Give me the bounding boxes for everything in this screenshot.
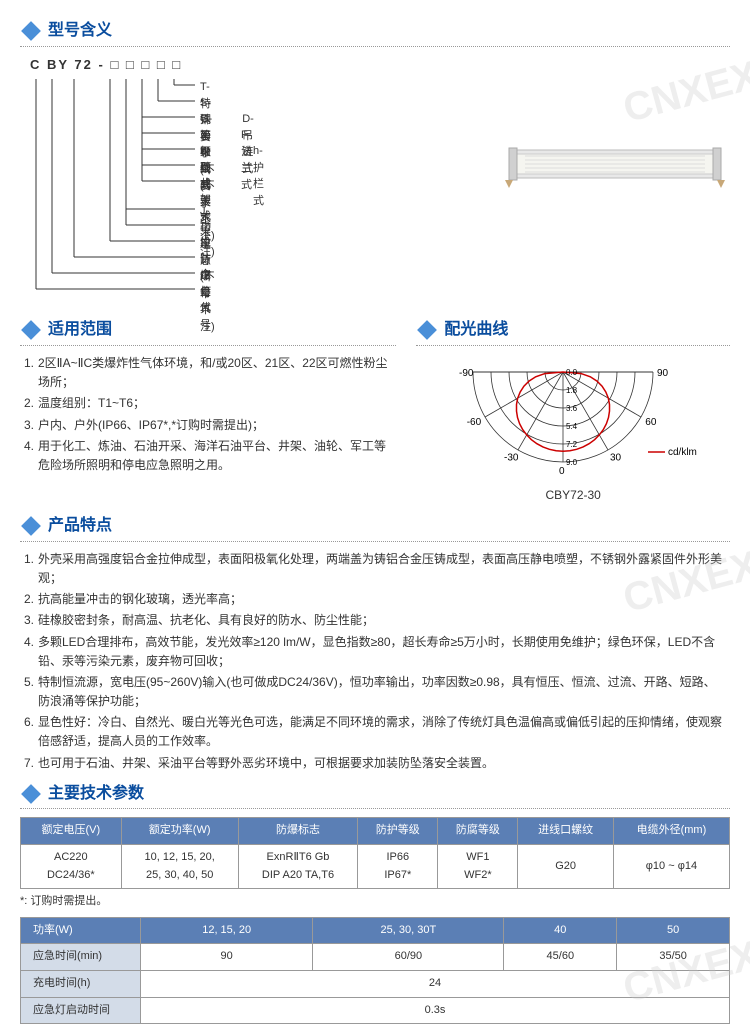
polar-caption: CBY72-30 xyxy=(416,486,730,505)
svg-text:cd/klm: cd/klm xyxy=(668,447,697,458)
table-cell: 充电时间(h) xyxy=(21,970,141,997)
section-title: 配光曲线 xyxy=(444,317,508,343)
table-cell: AC220DC24/36* xyxy=(21,845,122,889)
polar-chart: -90 -60 -30 0 30 60 90 0.0 1.8 3.6 5.4 7.2 9.0 cd/klm… xyxy=(416,354,730,505)
table-header: 40 xyxy=(504,917,617,944)
svg-text:30: 30 xyxy=(610,452,622,463)
list-item: 4.多颗LED合理排布，高效节能，发光效率≥120 lm/W，显色指数≥80，超… xyxy=(24,633,726,671)
table-note: *: 订购时需提出。 xyxy=(20,893,730,911)
section-title: 适用范围 xyxy=(48,317,112,343)
diamond-icon xyxy=(21,320,41,340)
diamond-icon xyxy=(21,516,41,536)
table-header: 12, 15, 20 xyxy=(141,917,313,944)
diamond-icon xyxy=(21,21,41,41)
list-item: 4.用于化工、炼油、石油开采、海洋石油平台、井架、油轮、军工等危险场所照明和停电… xyxy=(24,437,392,475)
table-cell: 45/60 xyxy=(504,944,617,971)
svg-text:0: 0 xyxy=(559,466,565,477)
list-item: 3.硅橡胶密封条，耐高温、抗老化、具有良好的防水、防尘性能； xyxy=(24,611,726,630)
svg-text:5.4: 5.4 xyxy=(566,422,578,431)
table-cell: 24 xyxy=(141,970,730,997)
model-code-text: C BY 72 - □ □ □ □ □ xyxy=(20,55,480,76)
table-cell: IP66IP67* xyxy=(358,845,438,889)
table-cell: 90 xyxy=(141,944,313,971)
svg-text:0.0: 0.0 xyxy=(566,368,578,377)
model-code-diagram: C BY 72 - □ □ □ □ □ xyxy=(20,55,480,310)
list-item: 7.也可用于石油、井架、采油平台等野外恶劣环境中，可根据要求加装防坠落安全装置。 xyxy=(24,754,726,773)
table-header: 防护等级 xyxy=(358,818,438,845)
section-title: 主要技术参数 xyxy=(48,781,144,807)
list-item: 5.特制恒流源，宽电压(95~260V)输入(也可做成DC24/36V)，恒功率… xyxy=(24,673,726,711)
table-header: 电缆外径(mm) xyxy=(613,818,729,845)
table-header: 50 xyxy=(617,917,730,944)
table-cell: 0.3s xyxy=(141,997,730,1024)
list-item: 2.抗高能量冲击的钢化玻璃，透光率高； xyxy=(24,590,726,609)
list-item: 3.户内、户外(IP66、IP67*,*订购时需提出)； xyxy=(24,416,392,435)
list-item: 1.2区ⅡA~ⅡC类爆炸性气体环境，和/或20区、21区、22区可燃性粉尘场所； xyxy=(24,354,392,392)
table-cell: G20 xyxy=(518,845,614,889)
product-image xyxy=(500,115,730,215)
section-header-features: 产品特点 xyxy=(20,513,730,542)
table-header: 额定电压(V) xyxy=(21,818,122,845)
svg-text:-30: -30 xyxy=(504,452,519,463)
table-header: 防腐等级 xyxy=(438,818,518,845)
svg-text:9.0: 9.0 xyxy=(566,458,578,467)
feature-list: 1.外壳采用高强度铝合金拉伸成型，表面阳极氧化处理，两端盖为铸铝合金压铸成型，表… xyxy=(20,550,730,773)
svg-text:60: 60 xyxy=(645,417,657,428)
section-title: 产品特点 xyxy=(48,513,112,539)
table-cell: 35/50 xyxy=(617,944,730,971)
svg-text:1.8: 1.8 xyxy=(566,386,578,395)
table-row: 充电时间(h)24 xyxy=(21,970,730,997)
table-row: 应急时间(min)9060/9045/6035/50 xyxy=(21,944,730,971)
svg-text:3.6: 3.6 xyxy=(566,404,578,413)
section-title: 型号含义 xyxy=(48,18,112,44)
svg-text:-60: -60 xyxy=(467,417,482,428)
table-cell: ExnRⅡT6 GbDIP A20 TA,T6 xyxy=(238,845,358,889)
table-cell: 10, 12, 15, 20,25, 30, 40, 50 xyxy=(121,845,238,889)
table-row: 应急灯启动时间0.3s xyxy=(21,997,730,1024)
section-header-curve: 配光曲线 xyxy=(416,317,730,346)
params-table-2: 功率(W)12, 15, 2025, 30, 30T4050 应急时间(min)… xyxy=(20,917,730,1024)
params-table-1: 额定电压(V)额定功率(W)防爆标志防护等级防腐等级进线口螺纹电缆外径(mm) … xyxy=(20,817,730,889)
table-cell: 应急灯启动时间 xyxy=(21,997,141,1024)
table-cell: φ10 ~ φ14 xyxy=(613,845,729,889)
table-header: 25, 30, 30T xyxy=(313,917,504,944)
svg-text:90: 90 xyxy=(657,368,669,379)
list-item: 1.外壳采用高强度铝合金拉伸成型，表面阳极氧化处理，两端盖为铸铝合金压铸成型，表… xyxy=(24,550,726,588)
table-header: 防爆标志 xyxy=(238,818,358,845)
section-header-model: 型号含义 xyxy=(20,18,730,47)
diamond-icon xyxy=(417,320,437,340)
list-item: 2.温度组别：T1~T6； xyxy=(24,394,392,413)
svg-text:7.2: 7.2 xyxy=(566,440,578,449)
table-header: 额定功率(W) xyxy=(121,818,238,845)
table-header: 功率(W) xyxy=(21,917,141,944)
scope-list: 1.2区ⅡA~ⅡC类爆炸性气体环境，和/或20区、21区、22区可燃性粉尘场所；… xyxy=(20,354,396,475)
svg-text:-90: -90 xyxy=(459,368,474,379)
diamond-icon xyxy=(21,784,41,804)
bracket-label: 企业代号 xyxy=(200,267,211,333)
list-item: 6.显色性好：冷白、自然光、暖白光等光色可选，能满足不同环境的需求，消除了传统灯… xyxy=(24,713,726,751)
section-header-params: 主要技术参数 xyxy=(20,781,730,810)
table-cell: 应急时间(min) xyxy=(21,944,141,971)
table-cell: WF1WF2* xyxy=(438,845,518,889)
bracket-label: h-护栏式 xyxy=(253,143,264,209)
table-header: 进线口螺纹 xyxy=(518,818,614,845)
table-cell: 60/90 xyxy=(313,944,504,971)
